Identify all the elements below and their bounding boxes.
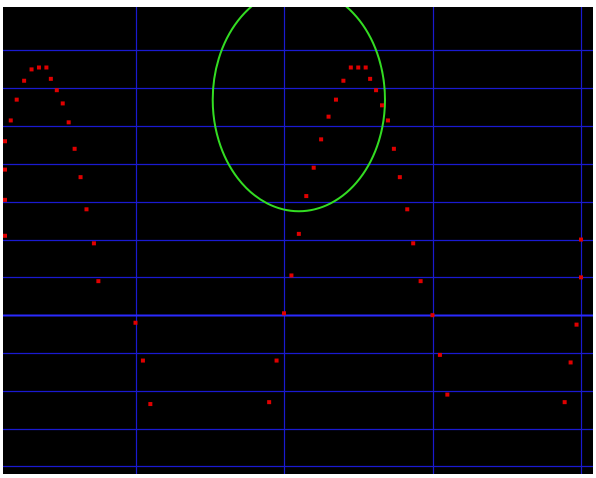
data-point [96,279,101,284]
data-point [72,146,77,151]
data-point [148,402,153,407]
data-point [397,175,402,180]
data-point [140,358,145,363]
data-point [3,197,7,202]
scatter-series [3,65,583,407]
data-point [14,97,19,102]
green-ellipse [211,7,386,213]
data-point [3,139,7,144]
data-point [133,320,138,325]
data-point [3,167,7,172]
data-point [84,207,89,212]
data-point [437,352,442,357]
data-point [368,76,373,81]
data-point [319,137,324,142]
data-point [579,275,583,280]
data-point [289,273,294,278]
data-point [430,313,435,318]
data-point [418,279,423,284]
data-point [91,241,96,246]
data-point [296,231,301,236]
data-point [562,400,567,405]
data-point [60,101,65,106]
data-point [29,67,34,72]
data-point [78,175,83,180]
chart-canvas [3,7,593,474]
data-point [274,358,279,363]
data-point [363,65,368,70]
data-point [405,207,410,212]
data-point [348,65,353,70]
data-point [3,233,7,238]
data-point [304,194,309,199]
data-point [44,65,49,70]
data-point [380,103,385,108]
data-point [411,241,416,246]
data-point [356,65,361,70]
data-point [36,65,41,70]
data-point [341,78,346,83]
data-point [574,322,579,327]
data-point [568,360,573,365]
plot-area [3,7,593,474]
data-point [445,392,450,397]
data-point [333,97,338,102]
data-point [66,120,71,125]
data-point [391,146,396,151]
data-point [311,165,316,170]
gridlines [3,7,593,474]
data-point [385,118,390,123]
data-point [22,78,27,83]
data-point [48,76,53,81]
annotation-shapes [211,7,386,213]
data-point [579,237,583,242]
data-point [282,311,286,316]
data-point [267,400,272,405]
data-point [374,88,379,93]
data-point [54,88,59,93]
data-point [8,118,13,123]
data-point [326,114,331,119]
